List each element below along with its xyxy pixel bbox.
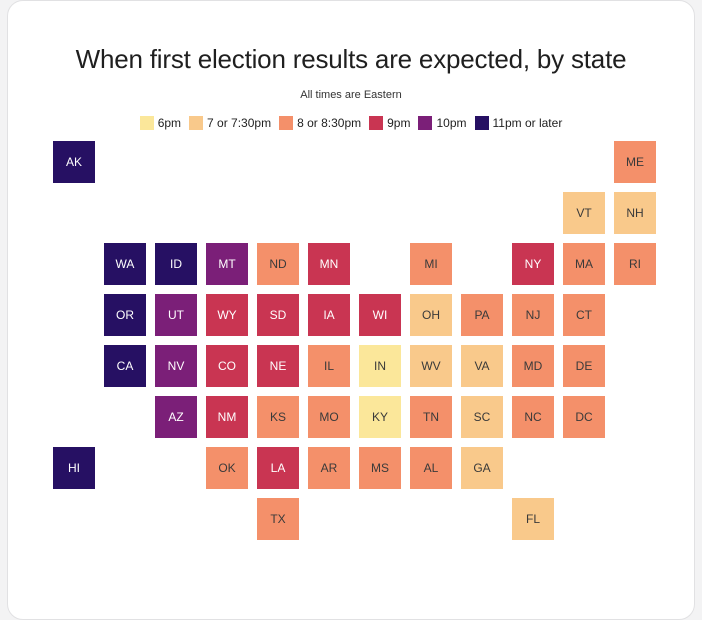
state-tile-vt: VT (563, 192, 605, 234)
state-tile-il: IL (308, 345, 350, 387)
chart-subtitle: All times are Eastern (300, 89, 402, 101)
state-tile-nh: NH (614, 192, 656, 234)
legend-label-9pm: 9pm (387, 116, 411, 130)
state-tile-ri: RI (614, 243, 656, 285)
chart-title: When first election results are expected… (75, 44, 627, 74)
legend-swatch-11pm (474, 116, 489, 130)
state-tile-or: OR (104, 294, 146, 336)
state-tile-ok: OK (206, 447, 248, 489)
state-tile-tn: TN (410, 396, 452, 438)
state-tile-nv: NV (155, 345, 197, 387)
state-tile-sc: SC (461, 396, 503, 438)
state-tile-az: AZ (155, 396, 197, 438)
state-tile-md: MD (512, 345, 554, 387)
state-tile-ut: UT (155, 294, 197, 336)
state-tile-ny: NY (512, 243, 554, 285)
legend-swatch-9pm (369, 116, 384, 130)
legend-label-8pm: 8 or 8:30pm (297, 116, 362, 130)
state-tile-ar: AR (308, 447, 350, 489)
state-tile-ak: AK (53, 141, 95, 183)
state-tile-mo: MO (308, 396, 350, 438)
legend-label-6pm: 6pm (157, 116, 182, 130)
legend-swatch-6pm (139, 116, 154, 130)
state-tile-hi: HI (53, 447, 95, 489)
state-tile-dc: DC (563, 396, 605, 438)
state-tile-wi: WI (359, 294, 401, 336)
state-tile-nd: ND (257, 243, 299, 285)
state-tile-ia: IA (308, 294, 350, 336)
legend-item-8pm: 8 or 8:30pm (279, 116, 361, 130)
state-tile-ms: MS (359, 447, 401, 489)
state-tile-ct: CT (563, 294, 605, 336)
state-tile-oh: OH (410, 294, 452, 336)
legend-label-10pm: 10pm (436, 116, 467, 130)
state-tile-ga: GA (461, 447, 503, 489)
legend-swatch-8pm (279, 116, 294, 130)
legend: 6pm 7 or 7:30pm 8 or 8:30pm 9pm 10pm 11p… (0, 116, 702, 130)
legend-swatch-7pm (189, 116, 204, 130)
state-tile-al: AL (410, 447, 452, 489)
state-tile-co: CO (206, 345, 248, 387)
legend-swatch-10pm (418, 116, 433, 130)
legend-item-10pm: 10pm (418, 116, 467, 130)
state-tile-id: ID (155, 243, 197, 285)
state-tile-in: IN (359, 345, 401, 387)
state-tile-me: ME (614, 141, 656, 183)
state-tile-ma: MA (563, 243, 605, 285)
state-tile-de: DE (563, 345, 605, 387)
state-tile-nc: NC (512, 396, 554, 438)
legend-item-6pm: 6pm (139, 116, 182, 130)
state-tile-sd: SD (257, 294, 299, 336)
legend-item-11pm: 11pm or later (474, 116, 563, 130)
state-tile-tx: TX (257, 498, 299, 540)
state-tile-wy: WY (206, 294, 248, 336)
state-tile-ky: KY (359, 396, 401, 438)
state-tile-mn: MN (308, 243, 350, 285)
state-tile-mi: MI (410, 243, 452, 285)
state-tile-la: LA (257, 447, 299, 489)
state-tile-mt: MT (206, 243, 248, 285)
state-tile-ne: NE (257, 345, 299, 387)
state-tile-nm: NM (206, 396, 248, 438)
state-tile-va: VA (461, 345, 503, 387)
legend-label-7pm: 7 or 7:30pm (207, 116, 272, 130)
legend-item-9pm: 9pm (369, 116, 410, 130)
state-tile-wa: WA (104, 243, 146, 285)
state-tile-map: AK ME VT NH WA ID MT ND MN MI NY MA RI OR UT WY SD IA WI OH… (53, 141, 656, 540)
state-tile-wv: WV (410, 345, 452, 387)
state-tile-pa: PA (461, 294, 503, 336)
state-tile-nj: NJ (512, 294, 554, 336)
legend-label-11pm: 11pm or later (492, 116, 563, 130)
state-tile-ks: KS (257, 396, 299, 438)
state-tile-ca: CA (104, 345, 146, 387)
legend-item-7pm: 7 or 7:30pm (189, 116, 271, 130)
state-tile-fl: FL (512, 498, 554, 540)
